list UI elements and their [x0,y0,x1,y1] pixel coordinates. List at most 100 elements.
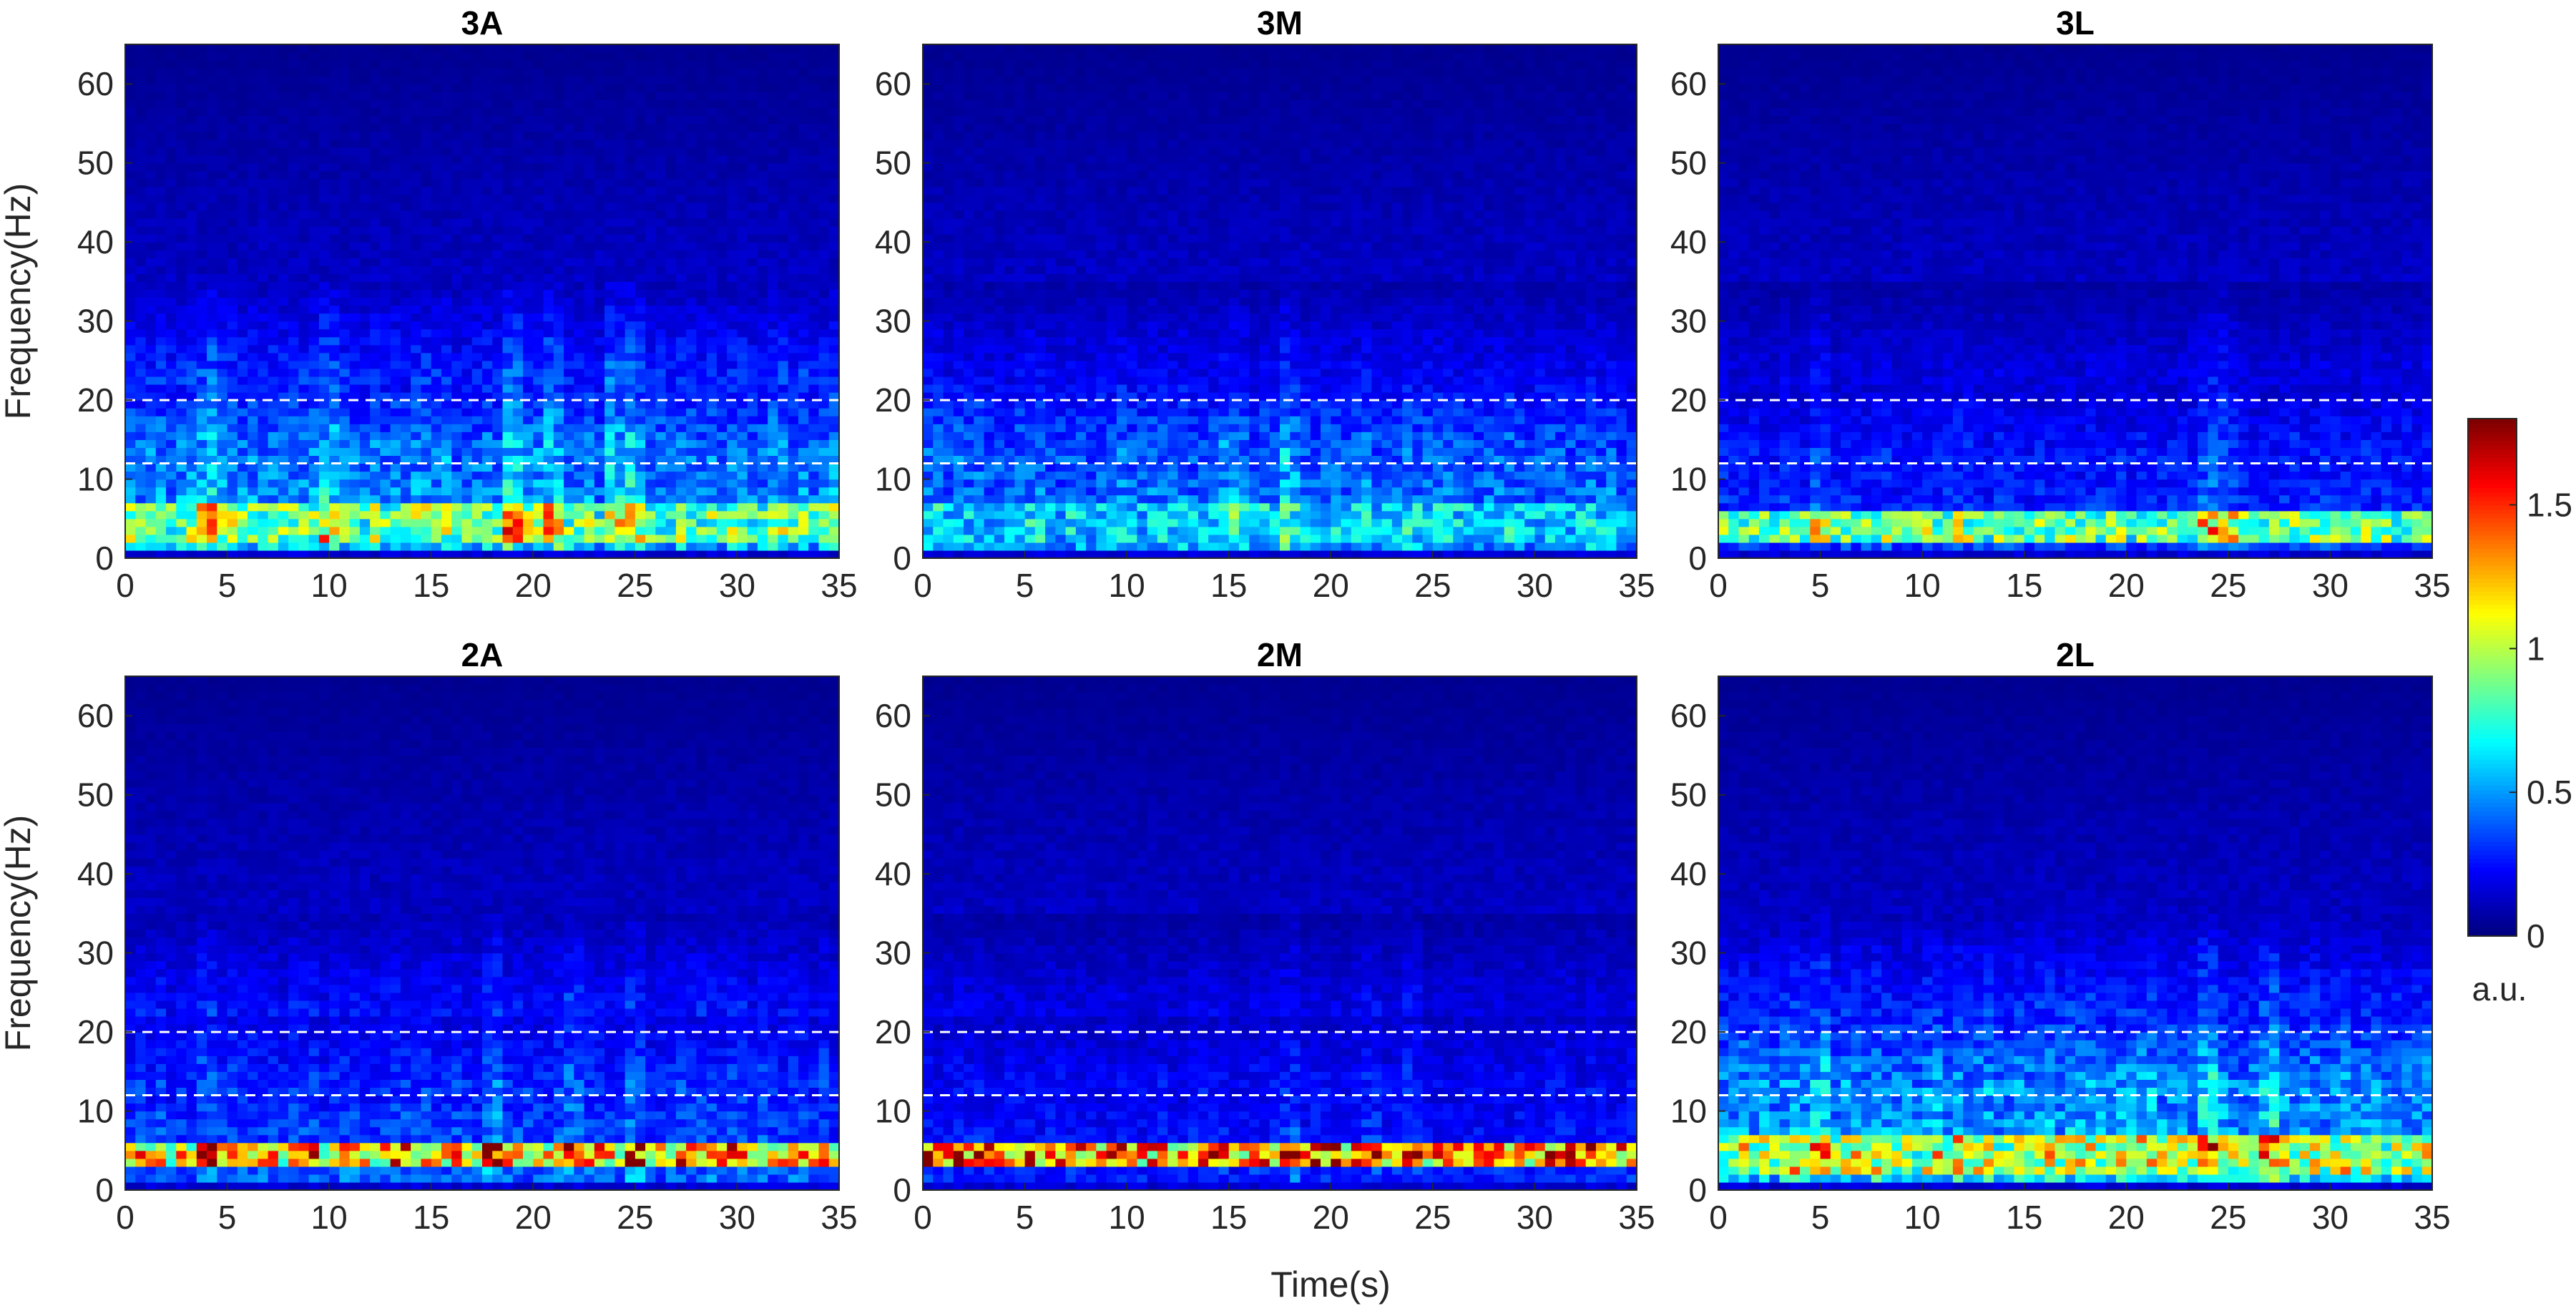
heatmap-cell [166,345,177,354]
heatmap-cell [594,107,605,116]
heatmap-cell [472,92,483,100]
heatmap-cell [268,550,279,559]
heatmap-cell [350,203,361,211]
heatmap-cell [829,400,840,409]
heatmap-cell [574,511,584,520]
heatmap-cell [461,297,472,306]
heatmap-cell [197,147,207,156]
heatmap-cell [360,337,371,346]
heatmap-cell [197,487,207,496]
heatmap-cell [492,337,503,346]
heatmap-cell [778,527,788,535]
heatmap-cell [248,147,258,156]
heatmap-cell [645,329,656,338]
heatmap-cell [298,503,309,512]
heatmap-cell [146,479,157,488]
heatmap-cell [268,76,279,84]
heatmap-cell [248,226,258,235]
heatmap-cell [574,195,584,203]
heatmap-cell [207,99,217,108]
heatmap-cell [829,535,840,543]
heatmap-cell [737,92,748,100]
heatmap-cell [503,163,514,172]
heatmap-cell [676,439,687,448]
heatmap-cell [645,273,656,282]
heatmap-cell [370,313,381,322]
heatmap-cell [584,384,595,393]
heatmap-cell [472,329,483,338]
heatmap-cell [513,487,524,496]
heatmap-cell [574,519,584,527]
heatmap-cell [411,487,421,496]
heatmap-cell [339,463,350,472]
heatmap-cell [217,60,227,69]
heatmap-cell [207,52,217,61]
heatmap-cell [207,132,217,140]
heatmap-cell [451,306,462,314]
heatmap-cell [135,424,146,432]
heatmap-cell [666,123,677,132]
heatmap-cell [707,226,718,235]
heatmap-cell [360,76,371,84]
heatmap-cell [431,265,442,274]
heatmap-cell [625,179,636,187]
heatmap-cell [441,242,452,250]
heatmap-cell [370,84,381,92]
heatmap-cell [258,250,268,258]
heatmap-cell [319,289,330,298]
heatmap-cell [808,376,819,385]
heatmap-cell [248,68,258,77]
heatmap-cell [187,361,197,369]
heatmap-cell [564,376,574,385]
heatmap-cell [625,147,636,156]
heatmap-cell [564,384,574,393]
heatmap-cell [380,424,391,432]
heatmap-cell [513,511,524,520]
heatmap-cell [329,353,340,361]
heatmap-cell [421,92,431,100]
heatmap-cell [748,439,758,448]
heatmap-cell [329,321,340,330]
heatmap-cell [309,179,320,187]
heatmap-cell [248,439,258,448]
heatmap-cell [933,439,944,448]
heatmap-cell [544,337,554,346]
heatmap-cell [748,361,758,369]
heatmap-cell [523,432,534,440]
heatmap-cell [666,353,677,361]
heatmap-cell [676,250,687,258]
heatmap-cell [207,416,217,424]
heatmap-cell [768,218,778,227]
heatmap-cell [135,281,146,290]
heatmap-cell [268,519,279,527]
heatmap-cell [176,408,187,416]
heatmap-cell [401,487,411,496]
heatmap-cell [237,376,248,385]
heatmap-cell [829,487,840,496]
heatmap-cell [472,187,483,195]
heatmap-cell [798,289,809,298]
heatmap-cell [227,519,238,527]
heatmap-cell [237,92,248,100]
heatmap-cell [237,187,248,195]
y-axis-label: Frequency(Hz) [0,183,38,420]
heatmap-cell [298,107,309,116]
heatmap-cell [686,306,697,314]
heatmap-cell [278,171,289,180]
heatmap-cell [329,535,340,543]
heatmap-cell [666,52,677,61]
heatmap-cell [339,369,350,377]
heatmap-cell [329,487,340,496]
heatmap-cell [544,84,554,92]
heatmap-cell [451,226,462,235]
heatmap-cell [808,123,819,132]
heatmap-cell [768,289,778,298]
heatmap-cell [645,297,656,306]
heatmap-cell [380,132,391,140]
heatmap-cell [431,345,442,354]
heatmap-cell [614,542,625,551]
heatmap-cell [288,439,299,448]
heatmap-cell [207,289,217,298]
heatmap-cell [451,447,462,456]
heatmap-cell [554,542,564,551]
